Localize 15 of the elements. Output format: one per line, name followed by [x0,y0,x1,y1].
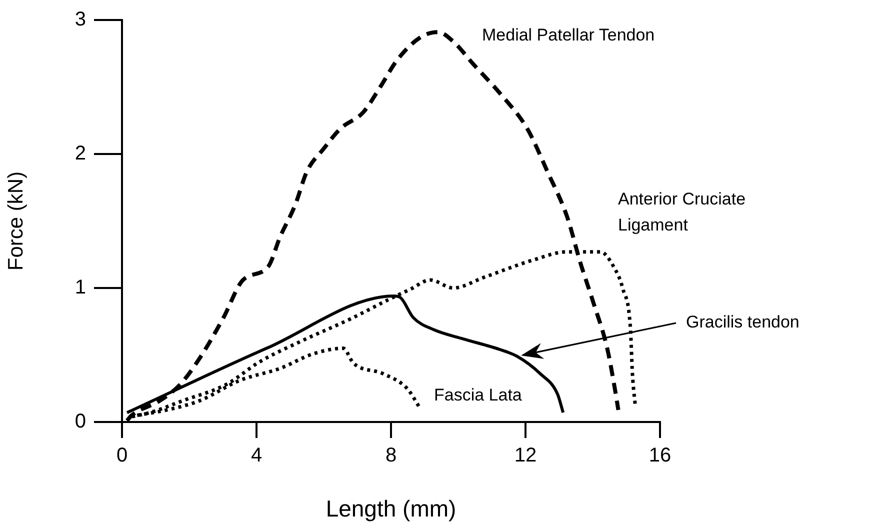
text: Gracilis tendon [686,312,800,332]
y-axis-title: Force (kN) [4,171,28,271]
x-tick-label: 16 [648,444,672,467]
x-axis-title: Length (mm) [326,496,456,522]
x-tick-label: 4 [250,444,262,467]
series-label: Medial Patellar Tendon [482,26,655,45]
y-tick-label: 1 [74,276,86,299]
x-tick-label: 12 [514,444,537,467]
x-tick-label: 0 [116,444,128,467]
y-tick-label: 0 [74,410,86,433]
series-label: Anterior Cruciate Ligament [618,190,746,235]
x-tick-label: 8 [385,444,397,467]
series-label: Fascia Lata [434,386,522,405]
y-tick-label: 3 [74,8,86,31]
y-tick-label: 2 [74,142,86,165]
